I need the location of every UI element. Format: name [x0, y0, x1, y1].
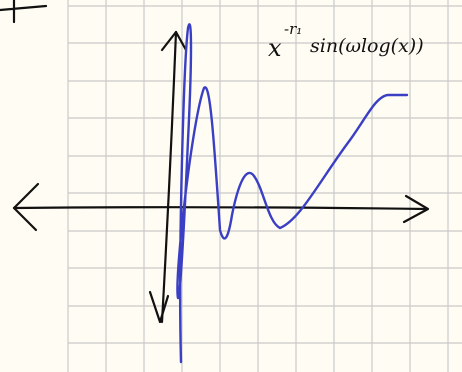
label-base: x — [268, 34, 282, 62]
page: {"annotation": {"base": "x", "exponent":… — [0, 0, 462, 372]
label-exponent: -r₁ — [284, 20, 302, 38]
label-function: sin(ωlog(x)) — [310, 35, 424, 57]
sketch: x -r₁ sin(ωlog(x)) — [0, 0, 462, 372]
